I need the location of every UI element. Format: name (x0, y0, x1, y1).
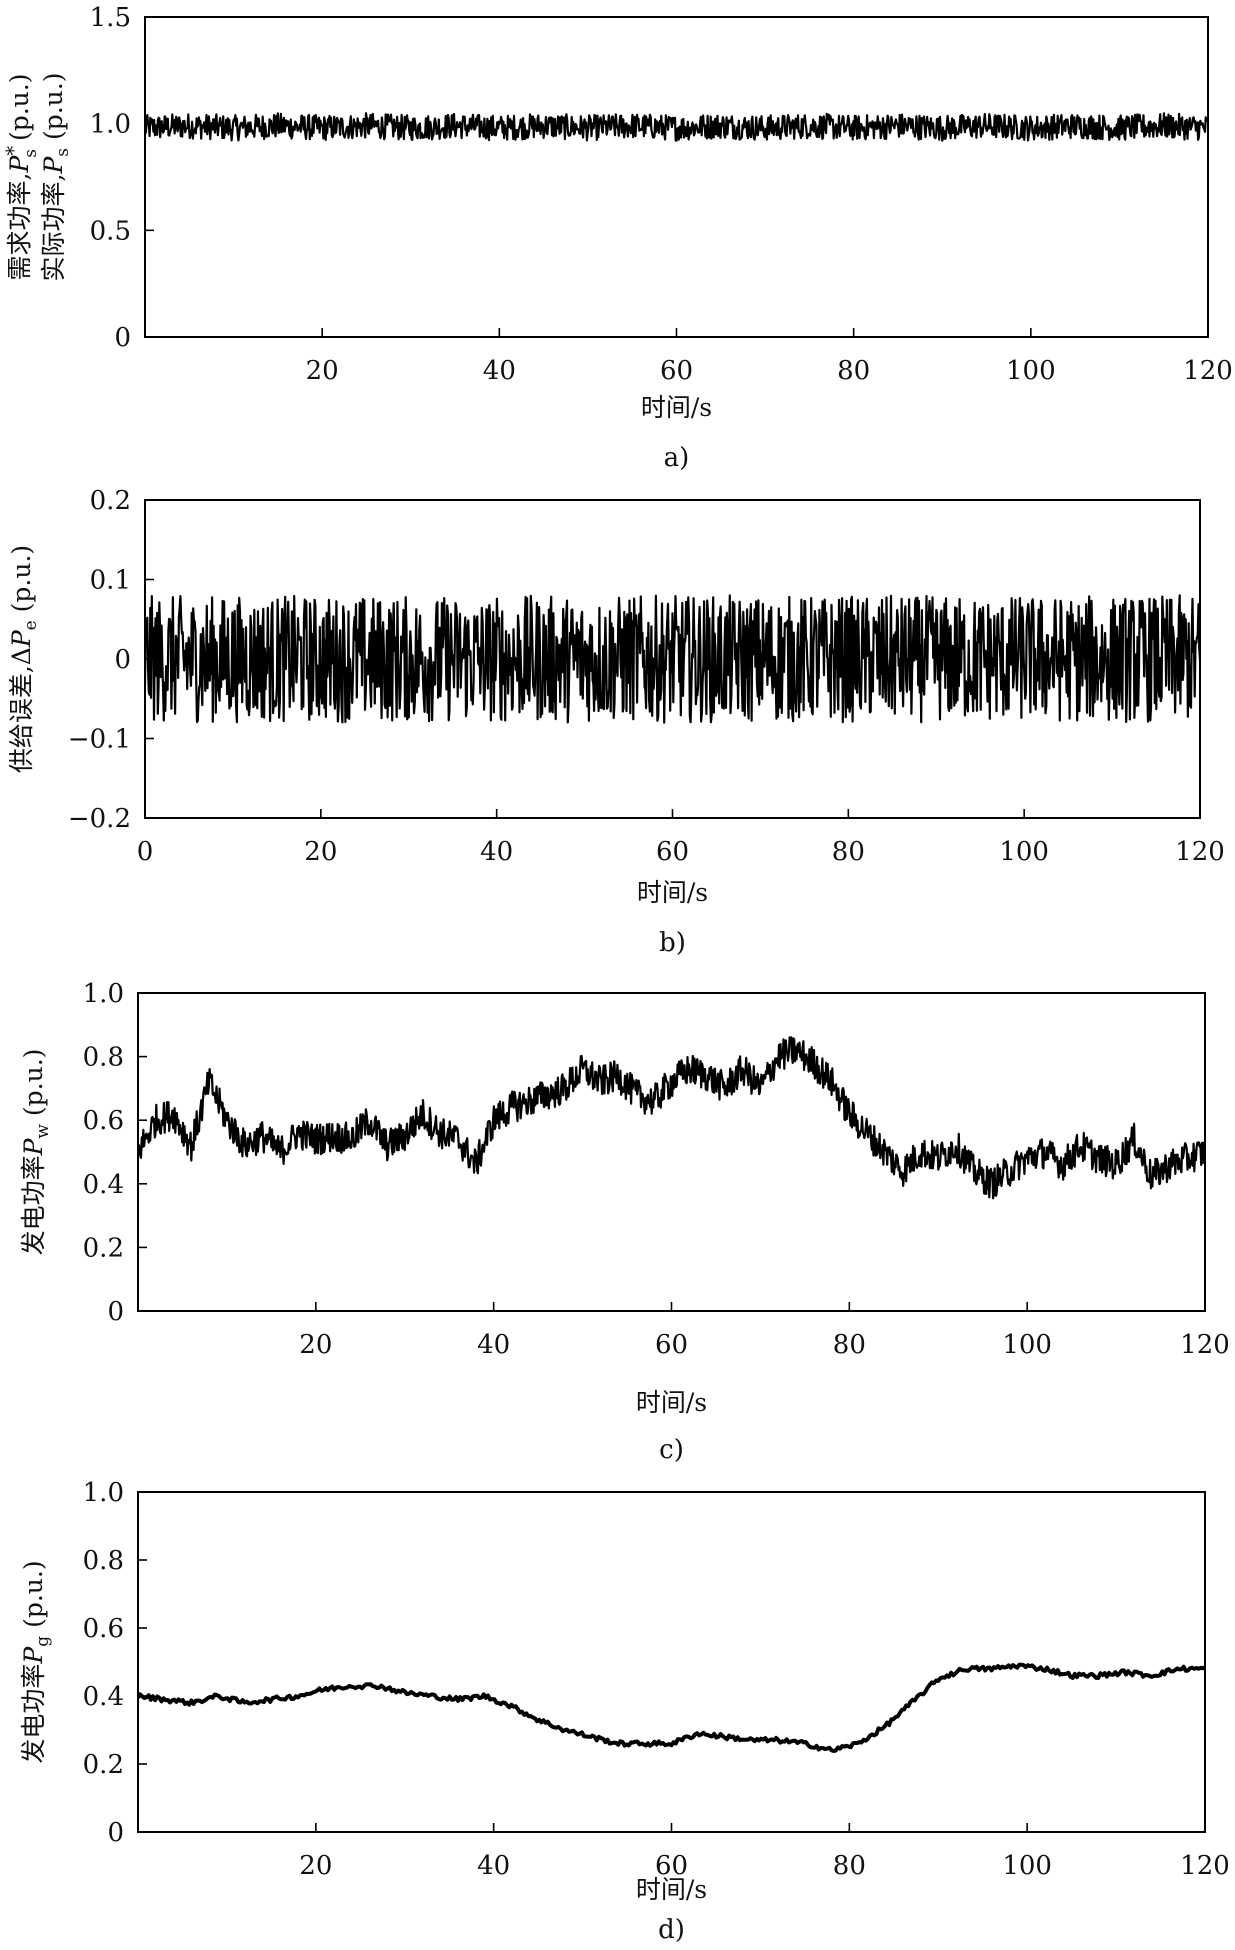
x-tick-label: 120 (1175, 837, 1225, 867)
x-tick-label: 100 (1002, 1851, 1052, 1881)
x-tick-label: 80 (837, 356, 870, 386)
y-tick-label: 0.8 (83, 1043, 124, 1073)
x-tick-label: 100 (1002, 1330, 1052, 1360)
series-line (146, 112, 1207, 142)
x-tick-label: 80 (833, 1851, 866, 1881)
x-tick-label: 80 (833, 1330, 866, 1360)
y-tick-label: 0.6 (83, 1106, 124, 1136)
chart-panel-b: 0 20 40 60 80 100 120 −0.2 −0.1 0 0.1 0.2 时间/s b) 供给误差… (7, 486, 1225, 958)
y-tick-label: 0.8 (83, 1546, 124, 1576)
x-tick-label: 60 (655, 1851, 688, 1881)
chart-panel-a: 20 40 60 80 100 120 0 0.5 1.0 1.5 时间/s a) 需求功率,P*s (… (1, 3, 1233, 473)
y-axis-label: 发电功率Pw (p.u.) (19, 1049, 53, 1256)
y-axis-label: 需求功率,P*s (p.u.) (1, 74, 41, 281)
x-tick-label: 60 (660, 356, 693, 386)
panel-caption: d) (658, 1915, 685, 1945)
x-tick-label: 80 (832, 837, 865, 867)
series-line (146, 594, 1199, 724)
plot-frame (137, 1491, 1206, 1833)
chart-panel-d: 20 40 60 80 100 120 0 0.2 0.4 0.6 0.8 1.0 时间/s d) 发电功率… (19, 1478, 1230, 1945)
x-tick-label: 120 (1180, 1851, 1230, 1881)
x-tick-label: 40 (483, 356, 516, 386)
x-axis-label: 时间/s (636, 1388, 707, 1417)
x-tick-label: 60 (656, 837, 689, 867)
y-tick-label: 1.0 (83, 979, 124, 1009)
series-line (139, 1036, 1204, 1200)
y-tick-label: 0.2 (83, 1750, 124, 1780)
x-tick-label: 120 (1183, 356, 1233, 386)
x-axis-label: 时间/s (641, 393, 712, 422)
y-tick-label: 0.5 (90, 216, 131, 246)
x-tick-label: 20 (299, 1330, 332, 1360)
chart-panel-c: 20 40 60 80 100 120 0 0.2 0.4 0.6 0.8 1.0 时间/s c) 发电功率… (19, 979, 1230, 1465)
x-tick-label: 100 (1006, 356, 1056, 386)
y-tick-label: 1.5 (90, 3, 131, 33)
y-tick-label: 0.6 (83, 1614, 124, 1644)
x-axis-label: 时间/s (637, 878, 708, 907)
y-tick-label: 0.4 (83, 1170, 124, 1200)
y-axis-label: 供给误差,ΔPe (p.u.) (7, 545, 41, 773)
y-tick-label: −0.2 (68, 804, 131, 834)
y-axis-label: 实际功率,Ps (p.u.) (39, 73, 73, 282)
x-tick-label: 60 (655, 1330, 688, 1360)
x-tick-label: 20 (299, 1851, 332, 1881)
y-tick-label: 0.4 (83, 1682, 124, 1712)
x-axis-label: 时间/s (636, 1875, 707, 1904)
y-tick-label: 0.1 (90, 566, 131, 596)
y-tick-label: 0.2 (83, 1233, 124, 1263)
panel-caption: b) (659, 928, 686, 958)
plot-frame (144, 16, 1209, 338)
y-tick-label: 0 (114, 323, 131, 353)
y-tick-label: 0 (107, 1297, 124, 1327)
series-line (139, 1662, 1204, 1753)
panel-caption: c) (659, 1435, 684, 1465)
x-tick-label: 20 (304, 837, 337, 867)
x-tick-label: 40 (480, 837, 513, 867)
x-tick-label: 40 (477, 1330, 510, 1360)
y-axis-label: 发电功率Pg (p.u.) (19, 1560, 53, 1763)
y-tick-label: −0.1 (68, 725, 131, 755)
x-tick-label: 0 (137, 837, 154, 867)
y-tick-label: 0.2 (90, 486, 131, 516)
y-tick-label: 1.0 (90, 110, 131, 140)
panel-caption: a) (664, 443, 690, 473)
x-tick-label: 40 (477, 1851, 510, 1881)
x-tick-label: 100 (999, 837, 1049, 867)
x-tick-label: 120 (1180, 1330, 1230, 1360)
x-tick-label: 20 (306, 356, 339, 386)
y-tick-label: 0 (107, 1818, 124, 1848)
y-tick-label: 1.0 (83, 1478, 124, 1508)
y-tick-label: 0 (114, 645, 131, 675)
